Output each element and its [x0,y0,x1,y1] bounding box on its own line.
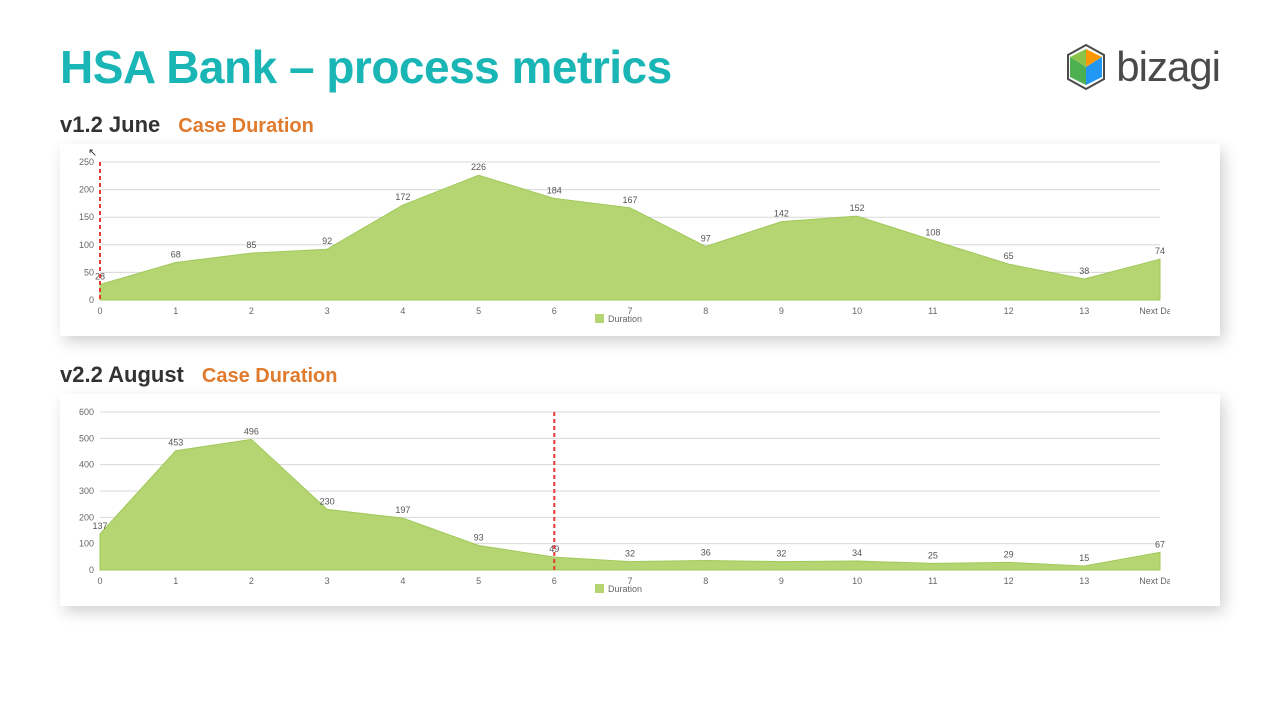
logo-icon [1064,43,1108,91]
x-tick-label: 12 [1004,576,1014,586]
value-label: 32 [625,549,635,559]
x-tick-label: 10 [852,576,862,586]
legend-label: Duration [608,584,642,594]
value-label: 93 [474,533,484,543]
y-tick-label: 0 [89,565,94,575]
value-label: 167 [622,195,637,205]
x-tick-label: 4 [400,306,405,316]
x-tick-label: 9 [779,306,784,316]
legend-swatch [595,314,604,323]
value-label: 137 [92,521,107,531]
x-tick-label: 8 [703,306,708,316]
x-tick-label: 2 [249,306,254,316]
x-tick-label: 5 [476,576,481,586]
value-label: 36 [701,548,711,558]
value-label: 65 [1004,251,1014,261]
y-tick-label: 0 [89,295,94,305]
sub-label: Case Duration [178,115,314,138]
value-label: 74 [1155,246,1165,256]
value-label: 85 [246,240,256,250]
value-label: 184 [547,185,562,195]
version-label: v2.2 August [60,362,184,388]
x-tick-label: 0 [97,576,102,586]
legend-swatch [595,584,604,593]
chart-svg: 0100200300400500600137453496230197934932… [70,400,1170,600]
page-title: HSA Bank – process metrics [60,40,672,94]
y-tick-label: 500 [79,433,94,443]
logo: bizagi [1064,43,1220,91]
value-label: 15 [1079,553,1089,563]
logo-text: bizagi [1116,43,1220,91]
sub-label: Case Duration [202,365,338,388]
value-label: 38 [1079,266,1089,276]
version-label: v1.2 June [60,112,160,138]
x-tick-label: 8 [703,576,708,586]
value-label: 97 [701,233,711,243]
x-tick-label: 3 [325,306,330,316]
x-tick-label: 13 [1079,306,1089,316]
section-header: v2.2 August Case Duration [60,362,1220,388]
value-label: 108 [925,227,940,237]
x-tick-label: 10 [852,306,862,316]
value-label: 226 [471,162,486,172]
value-label: 142 [774,209,789,219]
chart-section: v1.2 JuneCase Duration050100150200250286… [0,104,1280,336]
value-label: 34 [852,548,862,558]
value-label: 230 [320,496,335,506]
value-label: 68 [171,249,181,259]
chart-svg: 0501001502002502868859217222618416797142… [70,150,1170,330]
chart-card: 0501001502002502868859217222618416797142… [60,144,1220,336]
x-tick-label: 1 [173,576,178,586]
x-tick-label: 6 [552,306,557,316]
value-label: 172 [395,192,410,202]
y-tick-label: 600 [79,407,94,417]
value-label: 453 [168,438,183,448]
x-tick-label: 6 [552,576,557,586]
y-tick-label: 100 [79,539,94,549]
x-tick-label: 3 [325,576,330,586]
y-tick-label: 300 [79,486,94,496]
y-tick-label: 100 [79,240,94,250]
x-tick-label: 5 [476,306,481,316]
value-label: 32 [776,549,786,559]
section-header: v1.2 June Case Duration [60,112,1220,138]
y-tick-label: 150 [79,212,94,222]
y-tick-label: 50 [84,267,94,277]
y-tick-label: 200 [79,185,94,195]
value-label: 29 [1004,549,1014,559]
legend-label: Duration [608,314,642,324]
y-tick-label: 400 [79,460,94,470]
x-tick-label: Next Days [1139,576,1170,586]
x-tick-label: 2 [249,576,254,586]
x-tick-label: 11 [928,306,937,316]
value-label: 25 [928,550,938,560]
x-tick-label: 1 [173,306,178,316]
x-tick-label: 0 [97,306,102,316]
chart-section: v2.2 AugustCase Duration0100200300400500… [0,354,1280,606]
chart-card: 0100200300400500600137453496230197934932… [60,394,1220,606]
x-tick-label: Next Days [1139,306,1170,316]
header: HSA Bank – process metrics bizagi [0,0,1280,104]
value-label: 67 [1155,539,1165,549]
value-label: 197 [395,505,410,515]
x-tick-label: 4 [400,576,405,586]
cursor-icon: ↖ [88,146,97,159]
value-label: 92 [322,236,332,246]
x-tick-label: 11 [928,576,937,586]
value-label: 152 [850,203,865,213]
value-label: 496 [244,426,259,436]
x-tick-label: 9 [779,576,784,586]
x-tick-label: 12 [1004,306,1014,316]
x-tick-label: 13 [1079,576,1089,586]
